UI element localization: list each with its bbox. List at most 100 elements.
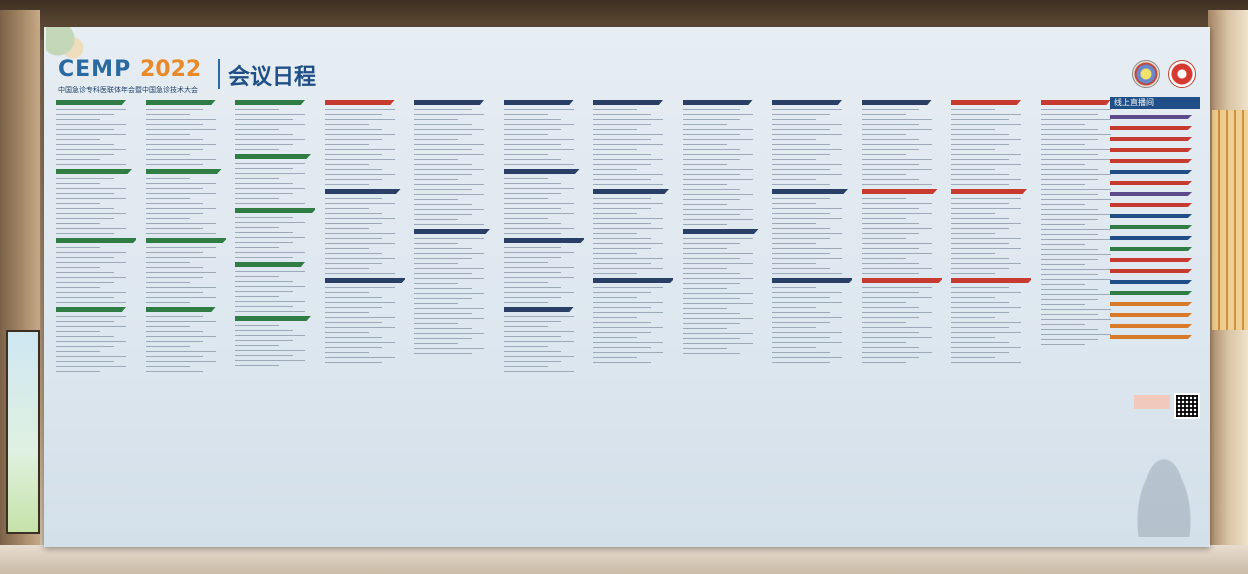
online-session-bar [1110,192,1192,196]
session-text-line [414,174,472,175]
session-text-line [56,159,100,160]
session-text-line [593,248,651,249]
session-text-line [145,366,190,367]
session-text-line [324,213,383,214]
session-text-line [414,219,458,220]
session-text-line [56,341,127,342]
session-text-line [951,144,1009,145]
session-text-line [772,184,830,185]
session-text-line [145,149,204,150]
session-text-line [503,188,574,189]
session-text-line [235,325,279,326]
session-text-line [503,119,562,120]
session-text-line [56,193,114,194]
session-text-line [772,208,843,209]
brand-divider [218,59,220,89]
session-text-line [861,223,920,224]
session-text-line [235,193,293,194]
session-text-line [951,154,1022,155]
session-text-line [145,124,204,125]
session-text-line [682,184,727,185]
session-text-line [951,322,1022,323]
session-text-line [861,243,932,244]
session-text-line [414,268,485,269]
session-text-line [861,208,920,209]
session-text-line [56,198,127,199]
online-session-bar [1110,324,1192,328]
session-text-line [951,337,995,338]
session-text-line [593,134,664,135]
session-text-line [593,228,664,229]
session-text-line [861,327,932,328]
session-header-bar [503,238,584,243]
session-text-line [951,159,1009,160]
session-text-line [593,179,651,180]
session-text-line [772,223,816,224]
session-text-line [682,134,741,135]
session-text-line [951,129,995,130]
session-text-line [951,268,1009,269]
session-text-line [414,119,458,120]
session-header-bar [145,100,216,105]
session-text-line [772,307,816,308]
session-text-line [56,134,127,135]
session-text-line [56,223,100,224]
session-text-line [56,203,100,204]
session-text-line [593,223,651,224]
session-text-line [324,258,395,259]
session-text-line [861,238,906,239]
session-text-line [235,340,293,341]
session-text-line [56,326,127,327]
session-text-line [503,124,574,125]
session-text-line [861,134,906,135]
session-text-line [593,144,664,145]
session-text-line [324,243,395,244]
session-text-line [1040,269,1111,270]
session-text-line [324,268,369,269]
session-text-line [682,348,727,349]
session-text-line [56,287,100,288]
session-text-line [324,134,395,135]
schedule-col-12 [1040,97,1121,457]
online-session-bar [1110,225,1192,229]
session-text-line [682,333,753,334]
session-text-line [56,188,127,189]
session-text-line [145,361,216,362]
session-text-line [593,114,651,115]
session-text-line [235,345,279,346]
session-text-line [772,134,843,135]
session-text-line [414,243,458,244]
session-text-line [593,273,637,274]
session-text-line [235,114,306,115]
session-text-line [861,124,920,125]
session-text-line [1040,249,1099,250]
session-text-line [56,119,100,120]
session-text-line [951,292,1022,293]
session-text-line [145,267,204,268]
session-text-line [593,154,651,155]
session-text-line [414,179,458,180]
session-text-line [414,144,485,145]
session-header-bar [235,316,311,321]
online-session-bar [1110,159,1192,163]
session-text-line [56,129,114,130]
session-text-line [145,144,216,145]
session-text-line [951,208,1022,209]
session-text-line [861,184,932,185]
session-text-line [951,119,1009,120]
session-text-line [1040,169,1099,170]
decorative-flowers [46,27,106,87]
session-text-line [324,154,383,155]
session-text-line [1040,199,1111,200]
session-header-bar [593,100,663,105]
session-header-bar [951,100,1021,105]
session-text-line [1040,129,1099,130]
session-text-line [593,243,664,244]
schedule-col-1 [56,97,136,457]
session-text-line [951,164,1022,165]
session-text-line [235,188,306,189]
session-text-line [235,163,306,164]
session-text-line [951,287,1009,288]
session-text-line [593,208,651,209]
session-text-line [1040,119,1111,120]
